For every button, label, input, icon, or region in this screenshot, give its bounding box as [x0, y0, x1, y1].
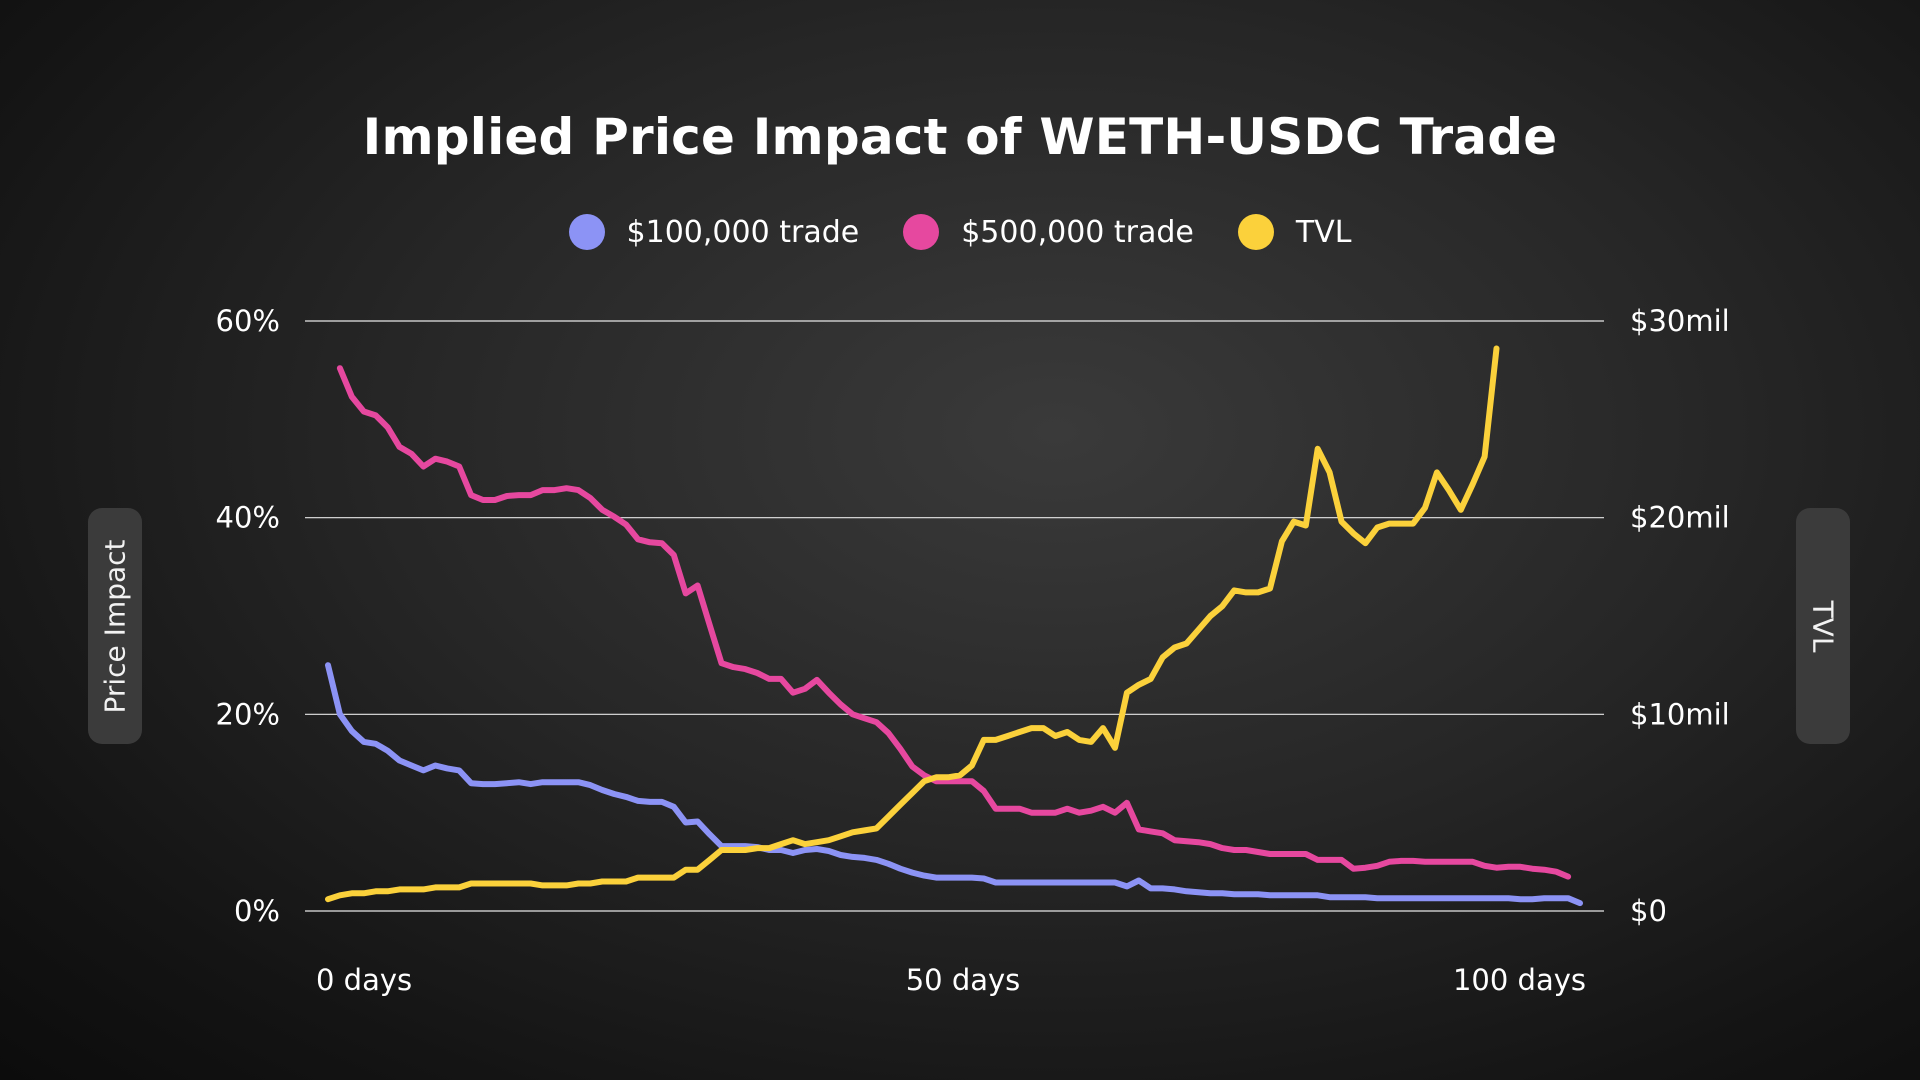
- x-tick-label: 100 days: [1453, 963, 1586, 997]
- legend-label-100k: $100,000 trade: [626, 214, 860, 250]
- x-axis-ticks: 0 days 50 days 100 days: [316, 963, 1586, 997]
- y2-tick-label: $0: [1630, 894, 1667, 928]
- legend-item-tvl[interactable]: TVL: [1237, 214, 1352, 250]
- gridlines: [305, 320, 1604, 912]
- y2-tick-label: $10mil: [1630, 697, 1730, 731]
- legend-item-100k[interactable]: $100,000 trade: [568, 214, 860, 250]
- y-tick-label: 0%: [234, 894, 280, 928]
- y2-tick-label: $30mil: [1630, 304, 1730, 338]
- y-axis-label-right: TVL: [1796, 508, 1850, 744]
- legend-swatch-100k: [568, 214, 605, 250]
- y-axis-label-left: Price Impact: [88, 508, 142, 744]
- chart-title: Implied Price Impact of WETH-USDC Trade: [362, 108, 1558, 166]
- series-line-100k: [325, 662, 1583, 907]
- y-tick-label: 60%: [216, 304, 280, 338]
- y-tick-label: 40%: [216, 501, 280, 535]
- legend-item-500k[interactable]: $500,000 trade: [903, 214, 1194, 250]
- x-tick-label: 50 days: [906, 963, 1021, 997]
- right-axis-ticks: $0 $10mil $20mil $30mil: [1630, 304, 1730, 928]
- y2-tick-label: $20mil: [1630, 501, 1730, 535]
- legend-label-500k: $500,000 trade: [961, 214, 1194, 250]
- series-line-tvl: [325, 345, 1500, 903]
- legend-swatch-500k: [903, 214, 940, 250]
- legend: $100,000 trade $500,000 trade TVL: [0, 214, 1920, 250]
- series-lines: [325, 345, 1583, 907]
- legend-swatch-tvl: [1237, 214, 1274, 250]
- legend-label-tvl: TVL: [1295, 214, 1352, 250]
- series-line-500k: [336, 365, 1572, 880]
- y-tick-label: 20%: [216, 697, 280, 731]
- x-tick-label: 0 days: [316, 963, 412, 997]
- left-axis-ticks: 0% 20% 40% 60%: [216, 304, 280, 928]
